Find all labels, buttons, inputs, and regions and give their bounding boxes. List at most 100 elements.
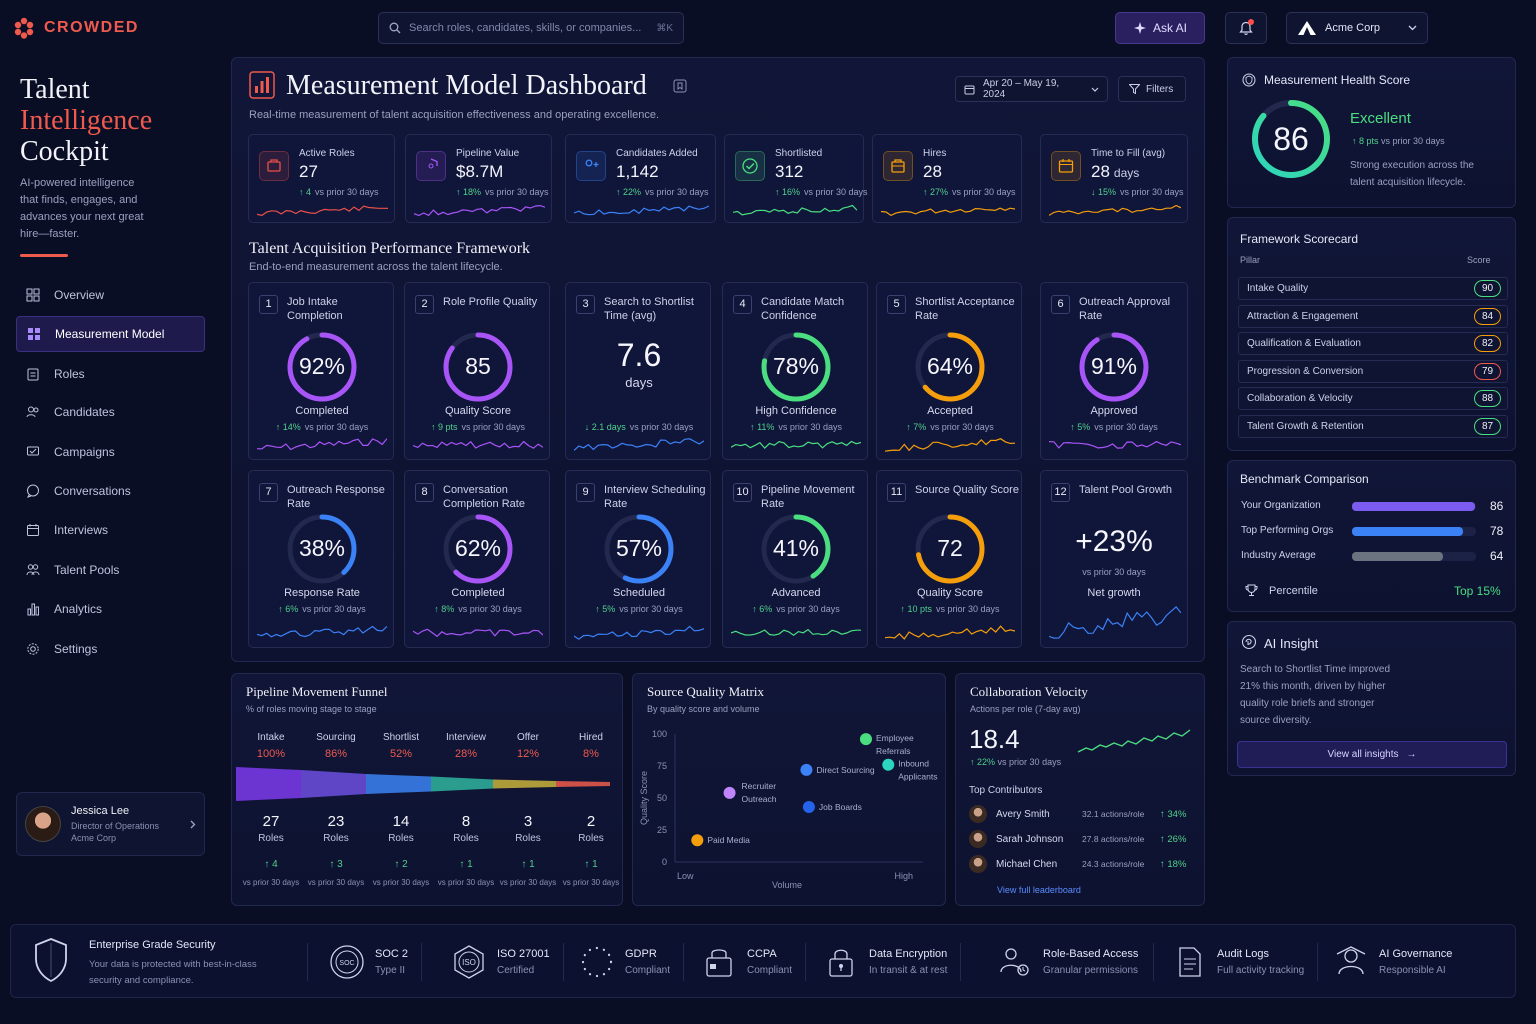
kpi-value: 1,142 — [616, 162, 659, 182]
kpi-card-active-roles[interactable]: Active Roles 27 ↑ 4 vs prior 30 days — [248, 134, 395, 223]
scorecard-row[interactable]: Talent Growth & Retention 87 — [1238, 414, 1508, 438]
org-switcher[interactable]: Acme Corp — [1286, 12, 1428, 44]
framework-card-8[interactable]: 8 Conversation Completion Rate 62% Complete… — [404, 470, 550, 648]
sidebar-item-conversations[interactable]: Conversations — [16, 473, 205, 509]
framework-gauge — [761, 332, 831, 402]
sidebar-item-measurement-model[interactable]: Measurement Model — [16, 316, 205, 352]
framework-card-7[interactable]: 7 Outreach Response Rate 38% Response Rate ↑… — [248, 470, 394, 648]
framework-card-3[interactable]: 3 Search to Shortlist Time (avg) 7.6 days ↓ … — [565, 282, 711, 460]
sidebar-item-campaigns[interactable]: Campaigns — [16, 434, 205, 470]
funnel-stage-pct: 8% — [583, 748, 599, 760]
framework-card-title: Outreach Response Rate — [287, 484, 385, 510]
footer-item-sub: Certified — [497, 965, 535, 976]
sidebar-item-talent-pools[interactable]: Talent Pools — [16, 552, 205, 588]
kpi-card-pipeline-value[interactable]: Pipeline Value $8.7M ↑ 18% vs prior 30 days — [405, 134, 552, 223]
framework-delta-suffix: vs prior 30 days — [778, 422, 842, 432]
sidebar-item-label: Campaigns — [54, 445, 115, 459]
sidebar-item-roles[interactable]: Roles — [16, 356, 205, 392]
contributor-row[interactable]: Michael Chen 24.3 actions/role ↑ 18% — [969, 854, 1195, 874]
kpi-card-time-to-fill-avg[interactable]: Time to Fill (avg) 28 days ↓ 15% vs prior 30… — [1040, 134, 1188, 223]
framework-card-11[interactable]: 11 Source Quality Score 72 Quality Score ↑ 1… — [876, 470, 1022, 648]
logo-text: CROWDED — [44, 19, 139, 36]
leaderboard-link[interactable]: View full leaderboard — [997, 885, 1081, 895]
sidebar-item-settings[interactable]: Settings — [16, 631, 205, 667]
kpi-card-hires[interactable]: Hires 28 ↑ 27% vs prior 30 days — [872, 134, 1022, 223]
framework-sparkline — [413, 628, 543, 638]
contributor-name: Sarah Johnson — [996, 833, 1064, 845]
logo[interactable]: CROWDED — [12, 16, 139, 40]
org-name: Acme Corp — [1325, 22, 1381, 34]
sidebar-item-interviews[interactable]: Interviews — [16, 512, 205, 548]
framework-card-title: Candidate Match Confidence — [761, 296, 845, 322]
scatter-point-direct-sourcing[interactable] — [800, 763, 813, 776]
framework-card-title: Outreach Approval Rate — [1079, 296, 1171, 322]
scatter-point-paid-media[interactable] — [691, 834, 704, 847]
scorecard-row[interactable]: Progression & Conversion 79 — [1238, 359, 1508, 383]
framework-card-6[interactable]: 6 Outreach Approval Rate 91% Approved ↑ 5% vs… — [1040, 282, 1188, 460]
date-range-picker[interactable]: Apr 20 – May 19, 2024 — [955, 76, 1108, 102]
view-insights-button[interactable]: View all insights → — [1237, 741, 1507, 768]
framework-card-value: 62% — [454, 535, 502, 561]
gauge-arc — [915, 332, 985, 402]
sidebar-item-overview[interactable]: Overview — [16, 277, 205, 313]
contributor-row[interactable]: Avery Smith 32.1 actions/role ↑ 34% — [969, 804, 1195, 824]
framework-delta-suffix: vs prior 30 days — [1094, 422, 1158, 432]
scatter-point-job-boards[interactable] — [802, 800, 815, 813]
framework-delta-value: 11% — [757, 422, 775, 432]
kpi-card-shortlisted[interactable]: Shortlisted 312 ↑ 16% vs prior 30 days — [724, 134, 868, 223]
framework-card-9[interactable]: 9 Interview Scheduling Rate 57% Scheduled ↑ … — [565, 470, 711, 648]
benchmark-value: 86 — [1490, 499, 1504, 513]
arrow-up-icon: ↑ — [521, 859, 530, 870]
scatter-point-inbound-applicants[interactable] — [882, 758, 895, 771]
scorecard-row[interactable]: Collaboration & Velocity 88 — [1238, 387, 1508, 410]
users-icon — [26, 405, 40, 419]
framework-card-2[interactable]: 2 Role Profile Quality 85 Quality Score ↑ 9 … — [404, 282, 550, 460]
health-score-panel: Measurement Health Score 86 Excellent ↑ … — [1227, 57, 1516, 208]
bookmark-icon[interactable] — [673, 79, 687, 93]
kpi-card-candidates-added[interactable]: Candidates Added 1,142 ↑ 22% vs prior 30 da… — [565, 134, 716, 223]
framework-card-12[interactable]: 12 Talent Pool Growth +23% vs prior 30 days… — [1040, 470, 1188, 648]
notifications-button[interactable] — [1225, 12, 1267, 44]
arrow-up-icon: ↑ — [775, 187, 783, 197]
arrow-up-icon: ↑ — [970, 757, 975, 767]
ai-brain-icon — [1241, 634, 1257, 650]
arrow-right-icon: → — [1406, 749, 1417, 760]
scatter-point-recruiter-outreach[interactable] — [723, 786, 736, 799]
contributor-row[interactable]: Sarah Johnson 27.8 actions/role ↑ 26% — [969, 829, 1195, 849]
ask-ai-button[interactable]: Ask AI — [1115, 12, 1205, 44]
search-input[interactable] — [409, 22, 649, 34]
kpi-delta-value: 15% — [1098, 187, 1117, 197]
scorecard-row[interactable]: Intake Quality 90 — [1238, 277, 1508, 300]
velocity-panel: Collaboration Velocity Actions per role … — [955, 673, 1205, 906]
kpi-label: Pipeline Value — [456, 148, 520, 159]
framework-card-caption: Quality Score — [444, 405, 512, 417]
kpi-label: Hires — [923, 148, 947, 159]
contributor-avatar — [969, 830, 987, 848]
funnel-band-offer — [493, 779, 556, 789]
funnel-stage-delta: ↑ 2 — [369, 859, 433, 870]
scorecard-row[interactable]: Attraction & Engagement 84 — [1238, 304, 1508, 328]
contributor-delta-value: 18% — [1167, 858, 1187, 870]
framework-card-10[interactable]: 10 Pipeline Movement Rate 41% Advanced ↑ 6% v… — [722, 470, 868, 648]
framework-card-1[interactable]: 1 Job Intake Completion 92% Completed ↑ 14% v… — [248, 282, 394, 460]
svg-text:SOC: SOC — [339, 960, 354, 967]
kpi-delta: ↑ 18% vs prior 30 days — [456, 187, 549, 197]
filters-button[interactable]: Filters — [1118, 76, 1186, 102]
sidebar-item-analytics[interactable]: Analytics — [16, 591, 205, 627]
kpi-number: 1,142 — [616, 162, 659, 181]
framework-delta-value: 6% — [285, 604, 299, 614]
scatter-point-employee-referrals[interactable] — [859, 733, 872, 746]
framework-card-4[interactable]: 4 Candidate Match Confidence 78% High Confi… — [722, 282, 868, 460]
arrow-up-icon: ↑ — [900, 604, 908, 614]
framework-card-title: Shortlist Acceptance Rate — [915, 296, 1015, 322]
framework-card-5[interactable]: 5 Shortlist Acceptance Rate 64% Accepted ↑ 7… — [876, 282, 1022, 460]
arrow-up-icon: ↑ — [329, 859, 338, 870]
funnel-stage-delta: ↑ 1 — [434, 859, 498, 870]
sidebar-item-label: Talent Pools — [54, 563, 120, 577]
scorecard-row[interactable]: Qualification & Evaluation 82 — [1238, 332, 1508, 355]
search-bar[interactable]: ⌘K — [378, 12, 684, 44]
framework-delta-suffix: vs prior 30 days — [304, 422, 369, 432]
sidebar-item-candidates[interactable]: Candidates — [16, 394, 205, 430]
user-profile-card[interactable]: Jessica Lee Director of Operations Acme … — [16, 792, 205, 856]
contributor-name: Avery Smith — [996, 808, 1050, 820]
